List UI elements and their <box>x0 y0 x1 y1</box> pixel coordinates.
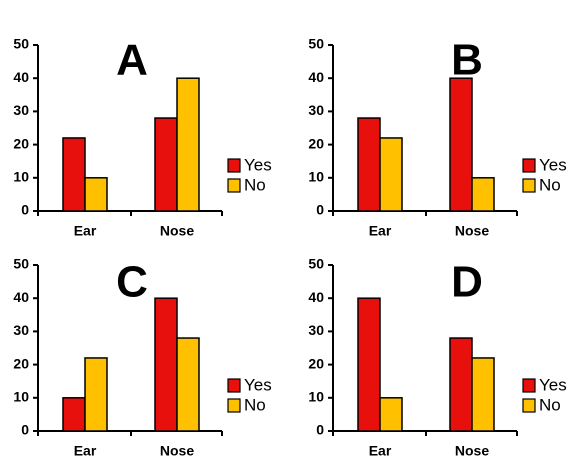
panel-3-bar-nose-yes <box>449 337 473 432</box>
panel-3-ytick-label-5: 50 <box>308 256 324 272</box>
panel-0-ytick-label-5: 50 <box>13 36 29 52</box>
panel-1-legend-swatch-no <box>522 178 536 193</box>
panel-2-bar-nose-yes <box>154 297 178 432</box>
panel-3-legend-label-yes: Yes <box>539 375 567 394</box>
panel-0-bar-nose-yes <box>154 117 178 212</box>
panel-2-ytick-label-1: 10 <box>13 389 29 405</box>
panel-1-ytick-label-1: 10 <box>308 169 324 185</box>
panel-2-ytick-label-4: 40 <box>13 289 29 305</box>
panel-0-legend-swatch-no <box>227 178 241 193</box>
panel-1-ytick-label-0: 0 <box>316 202 324 218</box>
panel-1-ytick-label-2: 20 <box>308 135 324 151</box>
panel-0-letter: A <box>116 36 148 85</box>
panel-2-xtick-label-1: Nose <box>160 443 194 459</box>
panel-2-bar-nose-no <box>176 337 200 432</box>
panel-1-ytick-label-5: 50 <box>308 36 324 52</box>
panel-1-legend-label-yes: Yes <box>539 155 567 174</box>
panel-0-ytick-label-1: 10 <box>13 169 29 185</box>
panel-0-legend-label-yes: Yes <box>244 155 272 174</box>
panel-1-xtick-label-0: Ear <box>369 223 392 239</box>
panel-3-ytick-label-2: 20 <box>308 355 324 371</box>
panel-3-ytick-label-3: 30 <box>308 322 324 338</box>
panel-1-bar-nose-no <box>471 177 495 212</box>
panel-1-ytick-label-3: 30 <box>308 102 324 118</box>
panel-3-ytick-label-0: 0 <box>316 422 324 438</box>
panel-0-ytick-label-0: 0 <box>21 202 29 218</box>
panel-3-legend-label-no: No <box>539 395 561 414</box>
panel-0-xtick-label-1: Nose <box>160 223 194 239</box>
panel-3-xtick-label-1: Nose <box>455 443 489 459</box>
panel-3-xtick-label-0: Ear <box>369 443 392 459</box>
panel-1-legend-swatch-yes <box>522 158 536 173</box>
panel-3-bar-nose-no <box>471 357 495 432</box>
panel-0-bar-ear-no <box>84 177 108 212</box>
panel-0-xtick-label-0: Ear <box>74 223 97 239</box>
panel-2-letter: C <box>116 258 148 307</box>
panel-1-bar-nose-yes <box>449 77 473 212</box>
panel-2-legend-swatch-no <box>227 398 241 413</box>
panel-2-legend-swatch-yes <box>227 378 241 393</box>
panel-2-ytick-label-2: 20 <box>13 355 29 371</box>
panel-1-letter: B <box>451 36 483 85</box>
panel-2-bar-ear-yes <box>62 397 86 432</box>
panel-2-ytick-label-0: 0 <box>21 422 29 438</box>
panel-2-ytick-label-5: 50 <box>13 256 29 272</box>
panel-2-ytick-label-3: 30 <box>13 322 29 338</box>
panel-3-legend-swatch-no <box>522 398 536 413</box>
panel-3-ytick-label-4: 40 <box>308 289 324 305</box>
panel-2-legend-label-yes: Yes <box>244 375 272 394</box>
panel-3-bar-ear-yes <box>357 297 381 432</box>
panel-2-bar-ear-no <box>84 357 108 432</box>
panel-3-bar-ear-no <box>379 397 403 432</box>
panel-2-legend-label-no: No <box>244 395 266 414</box>
panel-1-bar-ear-no <box>379 137 403 212</box>
panel-0-ytick-label-3: 30 <box>13 102 29 118</box>
panel-0-ytick-label-2: 20 <box>13 135 29 151</box>
panel-3-letter: D <box>451 258 483 307</box>
panel-2-xtick-label-0: Ear <box>74 443 97 459</box>
panel-1-ytick-label-4: 40 <box>308 69 324 85</box>
panel-3-ytick-label-1: 10 <box>308 389 324 405</box>
panel-0-ytick-label-4: 40 <box>13 69 29 85</box>
panel-0-legend-label-no: No <box>244 175 266 194</box>
panel-1-bar-ear-yes <box>357 117 381 212</box>
panel-0-legend-swatch-yes <box>227 158 241 173</box>
panel-0-bar-nose-no <box>176 77 200 212</box>
panel-0-bar-ear-yes <box>62 137 86 212</box>
panel-1-legend-label-no: No <box>539 175 561 194</box>
panel-3-legend-swatch-yes <box>522 378 536 393</box>
panel-1-xtick-label-1: Nose <box>455 223 489 239</box>
